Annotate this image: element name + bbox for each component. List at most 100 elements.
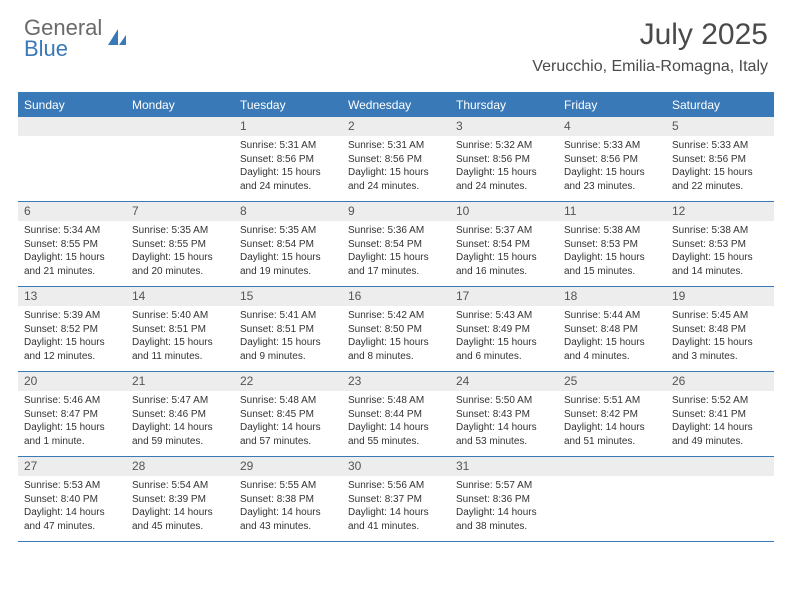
sunset-text: Sunset: 8:39 PM (132, 493, 228, 507)
day-cell: 23Sunrise: 5:48 AMSunset: 8:44 PMDayligh… (342, 372, 450, 456)
day-number: 8 (234, 202, 342, 221)
day-number: 29 (234, 457, 342, 476)
day-number: 9 (342, 202, 450, 221)
day-content: Sunrise: 5:43 AMSunset: 8:49 PMDaylight:… (450, 306, 558, 367)
day-number: 31 (450, 457, 558, 476)
day-cell: 30Sunrise: 5:56 AMSunset: 8:37 PMDayligh… (342, 457, 450, 541)
day-number: 25 (558, 372, 666, 391)
day-content: Sunrise: 5:53 AMSunset: 8:40 PMDaylight:… (18, 476, 126, 537)
day-cell: 3Sunrise: 5:32 AMSunset: 8:56 PMDaylight… (450, 117, 558, 201)
daylight-text: Daylight: 15 hours and 14 minutes. (672, 251, 768, 278)
day-cell: 5Sunrise: 5:33 AMSunset: 8:56 PMDaylight… (666, 117, 774, 201)
day-number: 20 (18, 372, 126, 391)
daylight-text: Daylight: 14 hours and 53 minutes. (456, 421, 552, 448)
sunrise-text: Sunrise: 5:34 AM (24, 224, 120, 238)
day-number: 18 (558, 287, 666, 306)
weekday-header: Tuesday (234, 94, 342, 117)
day-content: Sunrise: 5:42 AMSunset: 8:50 PMDaylight:… (342, 306, 450, 367)
day-content: Sunrise: 5:51 AMSunset: 8:42 PMDaylight:… (558, 391, 666, 452)
day-number-empty (18, 117, 126, 136)
day-content: Sunrise: 5:48 AMSunset: 8:45 PMDaylight:… (234, 391, 342, 452)
daylight-text: Daylight: 15 hours and 23 minutes. (564, 166, 660, 193)
month-title: July 2025 (532, 18, 768, 52)
sunrise-text: Sunrise: 5:41 AM (240, 309, 336, 323)
day-cell: 13Sunrise: 5:39 AMSunset: 8:52 PMDayligh… (18, 287, 126, 371)
sunrise-text: Sunrise: 5:53 AM (24, 479, 120, 493)
sunrise-text: Sunrise: 5:43 AM (456, 309, 552, 323)
sunset-text: Sunset: 8:51 PM (240, 323, 336, 337)
day-number: 27 (18, 457, 126, 476)
sunset-text: Sunset: 8:36 PM (456, 493, 552, 507)
sunrise-text: Sunrise: 5:50 AM (456, 394, 552, 408)
day-content: Sunrise: 5:40 AMSunset: 8:51 PMDaylight:… (126, 306, 234, 367)
day-number: 17 (450, 287, 558, 306)
sunset-text: Sunset: 8:48 PM (672, 323, 768, 337)
sunrise-text: Sunrise: 5:57 AM (456, 479, 552, 493)
sunset-text: Sunset: 8:47 PM (24, 408, 120, 422)
sunset-text: Sunset: 8:49 PM (456, 323, 552, 337)
day-cell: 10Sunrise: 5:37 AMSunset: 8:54 PMDayligh… (450, 202, 558, 286)
sunset-text: Sunset: 8:46 PM (132, 408, 228, 422)
day-cell: 31Sunrise: 5:57 AMSunset: 8:36 PMDayligh… (450, 457, 558, 541)
sunrise-text: Sunrise: 5:39 AM (24, 309, 120, 323)
weekday-header: Wednesday (342, 94, 450, 117)
daylight-text: Daylight: 15 hours and 15 minutes. (564, 251, 660, 278)
sunrise-text: Sunrise: 5:56 AM (348, 479, 444, 493)
sunset-text: Sunset: 8:40 PM (24, 493, 120, 507)
day-content: Sunrise: 5:31 AMSunset: 8:56 PMDaylight:… (342, 136, 450, 197)
logo-text: General Blue (24, 18, 102, 60)
day-number: 26 (666, 372, 774, 391)
day-cell: 7Sunrise: 5:35 AMSunset: 8:55 PMDaylight… (126, 202, 234, 286)
daylight-text: Daylight: 14 hours and 55 minutes. (348, 421, 444, 448)
daylight-text: Daylight: 15 hours and 17 minutes. (348, 251, 444, 278)
sunrise-text: Sunrise: 5:46 AM (24, 394, 120, 408)
sunset-text: Sunset: 8:38 PM (240, 493, 336, 507)
day-content: Sunrise: 5:38 AMSunset: 8:53 PMDaylight:… (666, 221, 774, 282)
sunset-text: Sunset: 8:42 PM (564, 408, 660, 422)
day-number: 15 (234, 287, 342, 306)
day-content: Sunrise: 5:46 AMSunset: 8:47 PMDaylight:… (18, 391, 126, 452)
day-content: Sunrise: 5:44 AMSunset: 8:48 PMDaylight:… (558, 306, 666, 367)
day-cell: 4Sunrise: 5:33 AMSunset: 8:56 PMDaylight… (558, 117, 666, 201)
sunrise-text: Sunrise: 5:55 AM (240, 479, 336, 493)
day-cell: 8Sunrise: 5:35 AMSunset: 8:54 PMDaylight… (234, 202, 342, 286)
sunrise-text: Sunrise: 5:31 AM (240, 139, 336, 153)
daylight-text: Daylight: 15 hours and 11 minutes. (132, 336, 228, 363)
sunrise-text: Sunrise: 5:51 AM (564, 394, 660, 408)
day-cell: 11Sunrise: 5:38 AMSunset: 8:53 PMDayligh… (558, 202, 666, 286)
day-cell: 24Sunrise: 5:50 AMSunset: 8:43 PMDayligh… (450, 372, 558, 456)
title-block: July 2025 Verucchio, Emilia-Romagna, Ita… (532, 18, 768, 76)
sunrise-text: Sunrise: 5:42 AM (348, 309, 444, 323)
day-content: Sunrise: 5:55 AMSunset: 8:38 PMDaylight:… (234, 476, 342, 537)
day-content: Sunrise: 5:38 AMSunset: 8:53 PMDaylight:… (558, 221, 666, 282)
sunset-text: Sunset: 8:37 PM (348, 493, 444, 507)
sunset-text: Sunset: 8:56 PM (564, 153, 660, 167)
day-content: Sunrise: 5:37 AMSunset: 8:54 PMDaylight:… (450, 221, 558, 282)
daylight-text: Daylight: 15 hours and 16 minutes. (456, 251, 552, 278)
week-row: 6Sunrise: 5:34 AMSunset: 8:55 PMDaylight… (18, 202, 774, 287)
day-number: 16 (342, 287, 450, 306)
day-cell (558, 457, 666, 541)
day-number: 13 (18, 287, 126, 306)
daylight-text: Daylight: 15 hours and 20 minutes. (132, 251, 228, 278)
daylight-text: Daylight: 15 hours and 12 minutes. (24, 336, 120, 363)
day-number: 30 (342, 457, 450, 476)
day-cell: 9Sunrise: 5:36 AMSunset: 8:54 PMDaylight… (342, 202, 450, 286)
day-cell: 21Sunrise: 5:47 AMSunset: 8:46 PMDayligh… (126, 372, 234, 456)
day-number: 2 (342, 117, 450, 136)
sunset-text: Sunset: 8:44 PM (348, 408, 444, 422)
daylight-text: Daylight: 14 hours and 49 minutes. (672, 421, 768, 448)
daylight-text: Daylight: 15 hours and 19 minutes. (240, 251, 336, 278)
daylight-text: Daylight: 14 hours and 47 minutes. (24, 506, 120, 533)
sunset-text: Sunset: 8:54 PM (348, 238, 444, 252)
daylight-text: Daylight: 15 hours and 24 minutes. (240, 166, 336, 193)
day-number: 23 (342, 372, 450, 391)
sunrise-text: Sunrise: 5:37 AM (456, 224, 552, 238)
sunset-text: Sunset: 8:51 PM (132, 323, 228, 337)
sunset-text: Sunset: 8:56 PM (348, 153, 444, 167)
day-content: Sunrise: 5:34 AMSunset: 8:55 PMDaylight:… (18, 221, 126, 282)
day-content: Sunrise: 5:54 AMSunset: 8:39 PMDaylight:… (126, 476, 234, 537)
day-content: Sunrise: 5:56 AMSunset: 8:37 PMDaylight:… (342, 476, 450, 537)
logo-bottom: Blue (24, 39, 102, 60)
day-number-empty (666, 457, 774, 476)
